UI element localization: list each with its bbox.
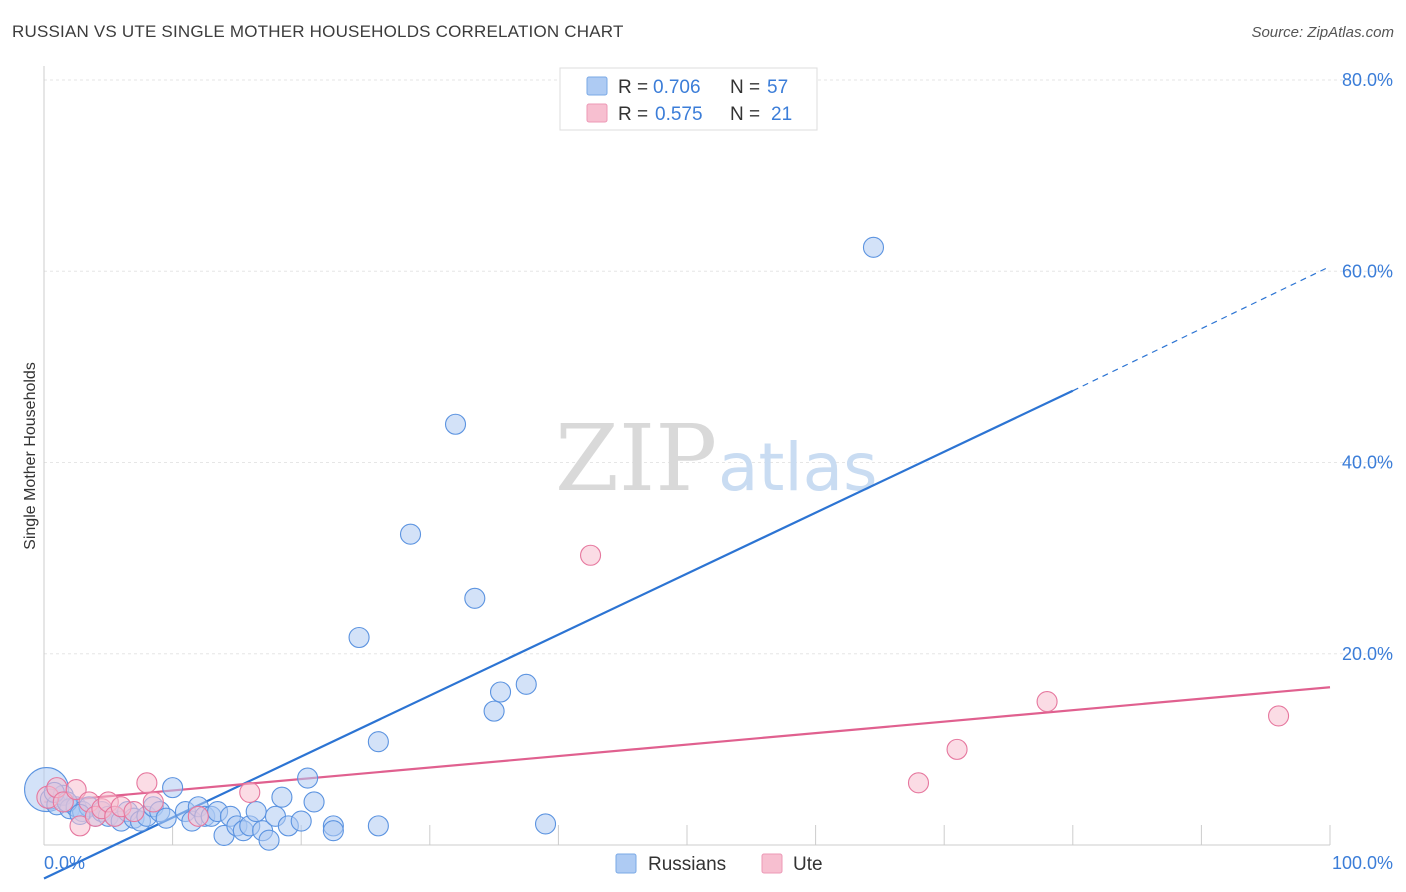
watermark-atlas: atlas xyxy=(718,429,878,506)
legend-r-label: R = xyxy=(618,104,648,125)
legend-r-value: 0.706 xyxy=(653,77,701,98)
point-russians[interactable] xyxy=(367,815,389,837)
point-ute[interactable] xyxy=(187,805,209,827)
point-russians[interactable] xyxy=(534,813,557,835)
series-legend-swatch-russians xyxy=(615,853,637,874)
point-russians[interactable] xyxy=(155,807,177,829)
point-russians[interactable] xyxy=(162,777,184,799)
point-ute[interactable] xyxy=(946,738,968,760)
point-ute[interactable] xyxy=(907,772,930,794)
chart-title: RUSSIAN VS UTE SINGLE MOTHER HOUSEHOLDS … xyxy=(12,22,624,41)
y-tick-label: 20.0% xyxy=(1342,644,1393,664)
trend-lines xyxy=(43,265,1331,880)
legend-n-label: N = xyxy=(730,104,760,125)
data-points xyxy=(24,236,1290,851)
point-russians[interactable] xyxy=(367,731,389,753)
point-russians[interactable] xyxy=(399,523,422,545)
legend-r-label: R = xyxy=(618,77,648,98)
legend-n-value: 57 xyxy=(767,77,788,98)
legend-n-value: 21 xyxy=(771,104,792,125)
point-ute[interactable] xyxy=(1268,705,1290,727)
trend-line-russians xyxy=(43,389,1074,880)
point-russians[interactable] xyxy=(444,413,467,435)
point-ute[interactable] xyxy=(52,791,74,813)
legend-swatch-ute xyxy=(586,103,608,123)
grid-lines xyxy=(44,79,1392,655)
point-ute[interactable] xyxy=(136,772,158,794)
watermark: ZIP atlas xyxy=(555,405,878,512)
point-russians[interactable] xyxy=(290,810,312,832)
point-ute[interactable] xyxy=(239,781,261,803)
point-russians[interactable] xyxy=(322,820,344,842)
point-ute[interactable] xyxy=(1036,691,1058,713)
series-legend-label-russians[interactable]: Russians xyxy=(648,854,726,875)
point-russians[interactable] xyxy=(303,791,325,813)
y-tick-label: 40.0% xyxy=(1342,453,1393,473)
series-legend-label-ute[interactable]: Ute xyxy=(793,854,823,875)
watermark-zip: ZIP xyxy=(555,405,717,512)
point-ute[interactable] xyxy=(579,544,602,566)
point-ute[interactable] xyxy=(65,778,87,801)
point-russians[interactable] xyxy=(489,681,512,703)
legend-swatch-russians xyxy=(586,76,608,96)
x-tick-labels: 0.0% 100.0% xyxy=(44,853,1393,873)
y-tick-label: 80.0% xyxy=(1342,70,1393,90)
point-russians[interactable] xyxy=(515,673,537,695)
point-russians[interactable] xyxy=(464,587,486,609)
trend-line-extension-russians xyxy=(1072,265,1331,392)
y-tick-label: 60.0% xyxy=(1342,261,1393,281)
point-ute[interactable] xyxy=(69,815,91,837)
source-credit: Source: ZipAtlas.com xyxy=(1251,24,1394,41)
point-russians[interactable] xyxy=(258,829,280,851)
legend-n-label: N = xyxy=(730,77,760,98)
x-tick-label: 0.0% xyxy=(44,853,85,873)
x-tick-label: 100.0% xyxy=(1332,853,1393,873)
trend-line-ute xyxy=(43,686,1331,804)
stats-legend: R = 0.706 N = 57 R = 0.575 N = 21 xyxy=(559,67,818,131)
point-russians[interactable] xyxy=(245,800,267,823)
series-legend-swatch-ute xyxy=(761,853,783,874)
point-russians[interactable] xyxy=(348,626,370,649)
y-axis-label: Single Mother Households xyxy=(22,362,39,550)
point-russians[interactable] xyxy=(862,236,885,258)
legend-r-value: 0.575 xyxy=(655,104,703,125)
point-russians[interactable] xyxy=(271,786,293,808)
point-russians[interactable] xyxy=(483,700,505,722)
axes xyxy=(43,66,1331,846)
series-legend: Russians Ute xyxy=(615,853,823,875)
y-tick-labels: 20.0% 40.0% 60.0% 80.0% xyxy=(1342,70,1393,664)
point-russians[interactable] xyxy=(297,767,319,789)
point-ute[interactable] xyxy=(142,791,164,813)
point-ute[interactable] xyxy=(123,800,145,823)
